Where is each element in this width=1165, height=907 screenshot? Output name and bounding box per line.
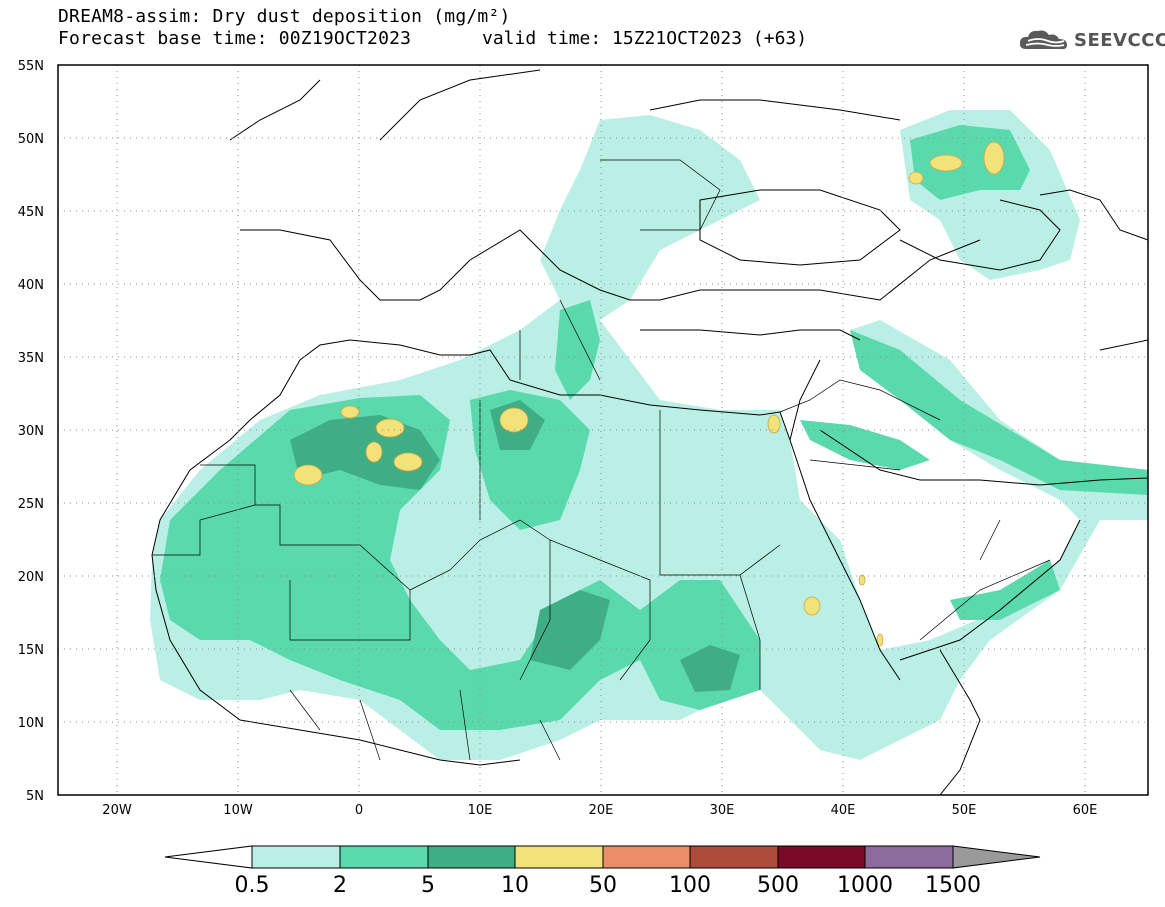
colorbar-label: 1500	[925, 873, 981, 898]
logo-text: SEEVCCC	[1074, 29, 1165, 51]
lon-tick-label: 10W	[223, 803, 253, 818]
lon-tick-label: 50E	[952, 803, 977, 818]
colorbar-label: 5	[421, 873, 435, 898]
colorbar-label: 0.5	[235, 873, 270, 898]
lat-tick-label: 25N	[18, 497, 44, 512]
colorbar: 0.5 2 5 10 50 100 500 1000 1500	[164, 845, 1041, 898]
longitude-axis: 20W 10W 0 10E 20E 30E 40E 50E 60E	[102, 803, 1097, 818]
lon-tick-label: 0	[355, 803, 363, 818]
seevccc-logo: SEEVCCC	[1018, 26, 1165, 54]
lon-tick-label: 40E	[831, 803, 856, 818]
lat-tick-label: 35N	[18, 351, 44, 366]
lat-tick-label: 20N	[18, 570, 44, 585]
colorbar-swatch	[602, 845, 691, 869]
map-title: DREAM8-assim: Dry dust deposition (mg/m²…	[58, 6, 511, 27]
lat-tick-label: 10N	[18, 716, 44, 731]
country-borders	[152, 159, 1051, 761]
lon-tick-label: 20W	[102, 803, 132, 818]
colorbar-swatch	[251, 845, 341, 869]
colorbar-swatch	[864, 845, 954, 869]
colorbar-swatch	[427, 845, 516, 869]
lat-tick-label: 45N	[18, 205, 44, 220]
colorbar-right-arrow	[952, 845, 1041, 869]
lon-tick-label: 30E	[710, 803, 735, 818]
colorbar-label: 10	[501, 873, 529, 898]
forecast-base-time: Forecast base time: 00Z19OCT2023	[58, 28, 412, 49]
colorbar-swatch	[777, 845, 866, 869]
lat-tick-label: 50N	[18, 132, 44, 147]
cloud-logo-icon	[1019, 30, 1067, 50]
lon-tick-label: 60E	[1073, 803, 1098, 818]
valid-time: valid time: 15Z21OCT2023 (+63)	[482, 28, 808, 49]
colorbar-label: 100	[669, 873, 711, 898]
colorbar-left-arrow	[164, 845, 253, 869]
dust-field	[150, 110, 1148, 760]
colorbar-swatch	[689, 845, 779, 869]
colorbar-swatch	[514, 845, 604, 869]
colorbar-label: 2	[333, 873, 347, 898]
latitude-axis: 55N 50N 45N 40N 35N 30N 25N 20N 15N 10N …	[18, 59, 44, 804]
lat-tick-label: 30N	[18, 424, 44, 439]
colorbar-label: 500	[757, 873, 799, 898]
lat-tick-label: 55N	[18, 59, 44, 74]
lat-tick-label: 40N	[18, 278, 44, 293]
colorbar-label: 1000	[837, 873, 893, 898]
lon-tick-label: 10E	[468, 803, 493, 818]
lat-tick-label: 15N	[18, 643, 44, 658]
colorbar-swatch	[339, 845, 429, 869]
colorbar-label: 50	[589, 873, 617, 898]
coastlines	[151, 69, 1148, 795]
lon-tick-label: 20E	[589, 803, 614, 818]
lat-tick-label: 5N	[26, 789, 44, 804]
map-frame	[57, 64, 1149, 796]
